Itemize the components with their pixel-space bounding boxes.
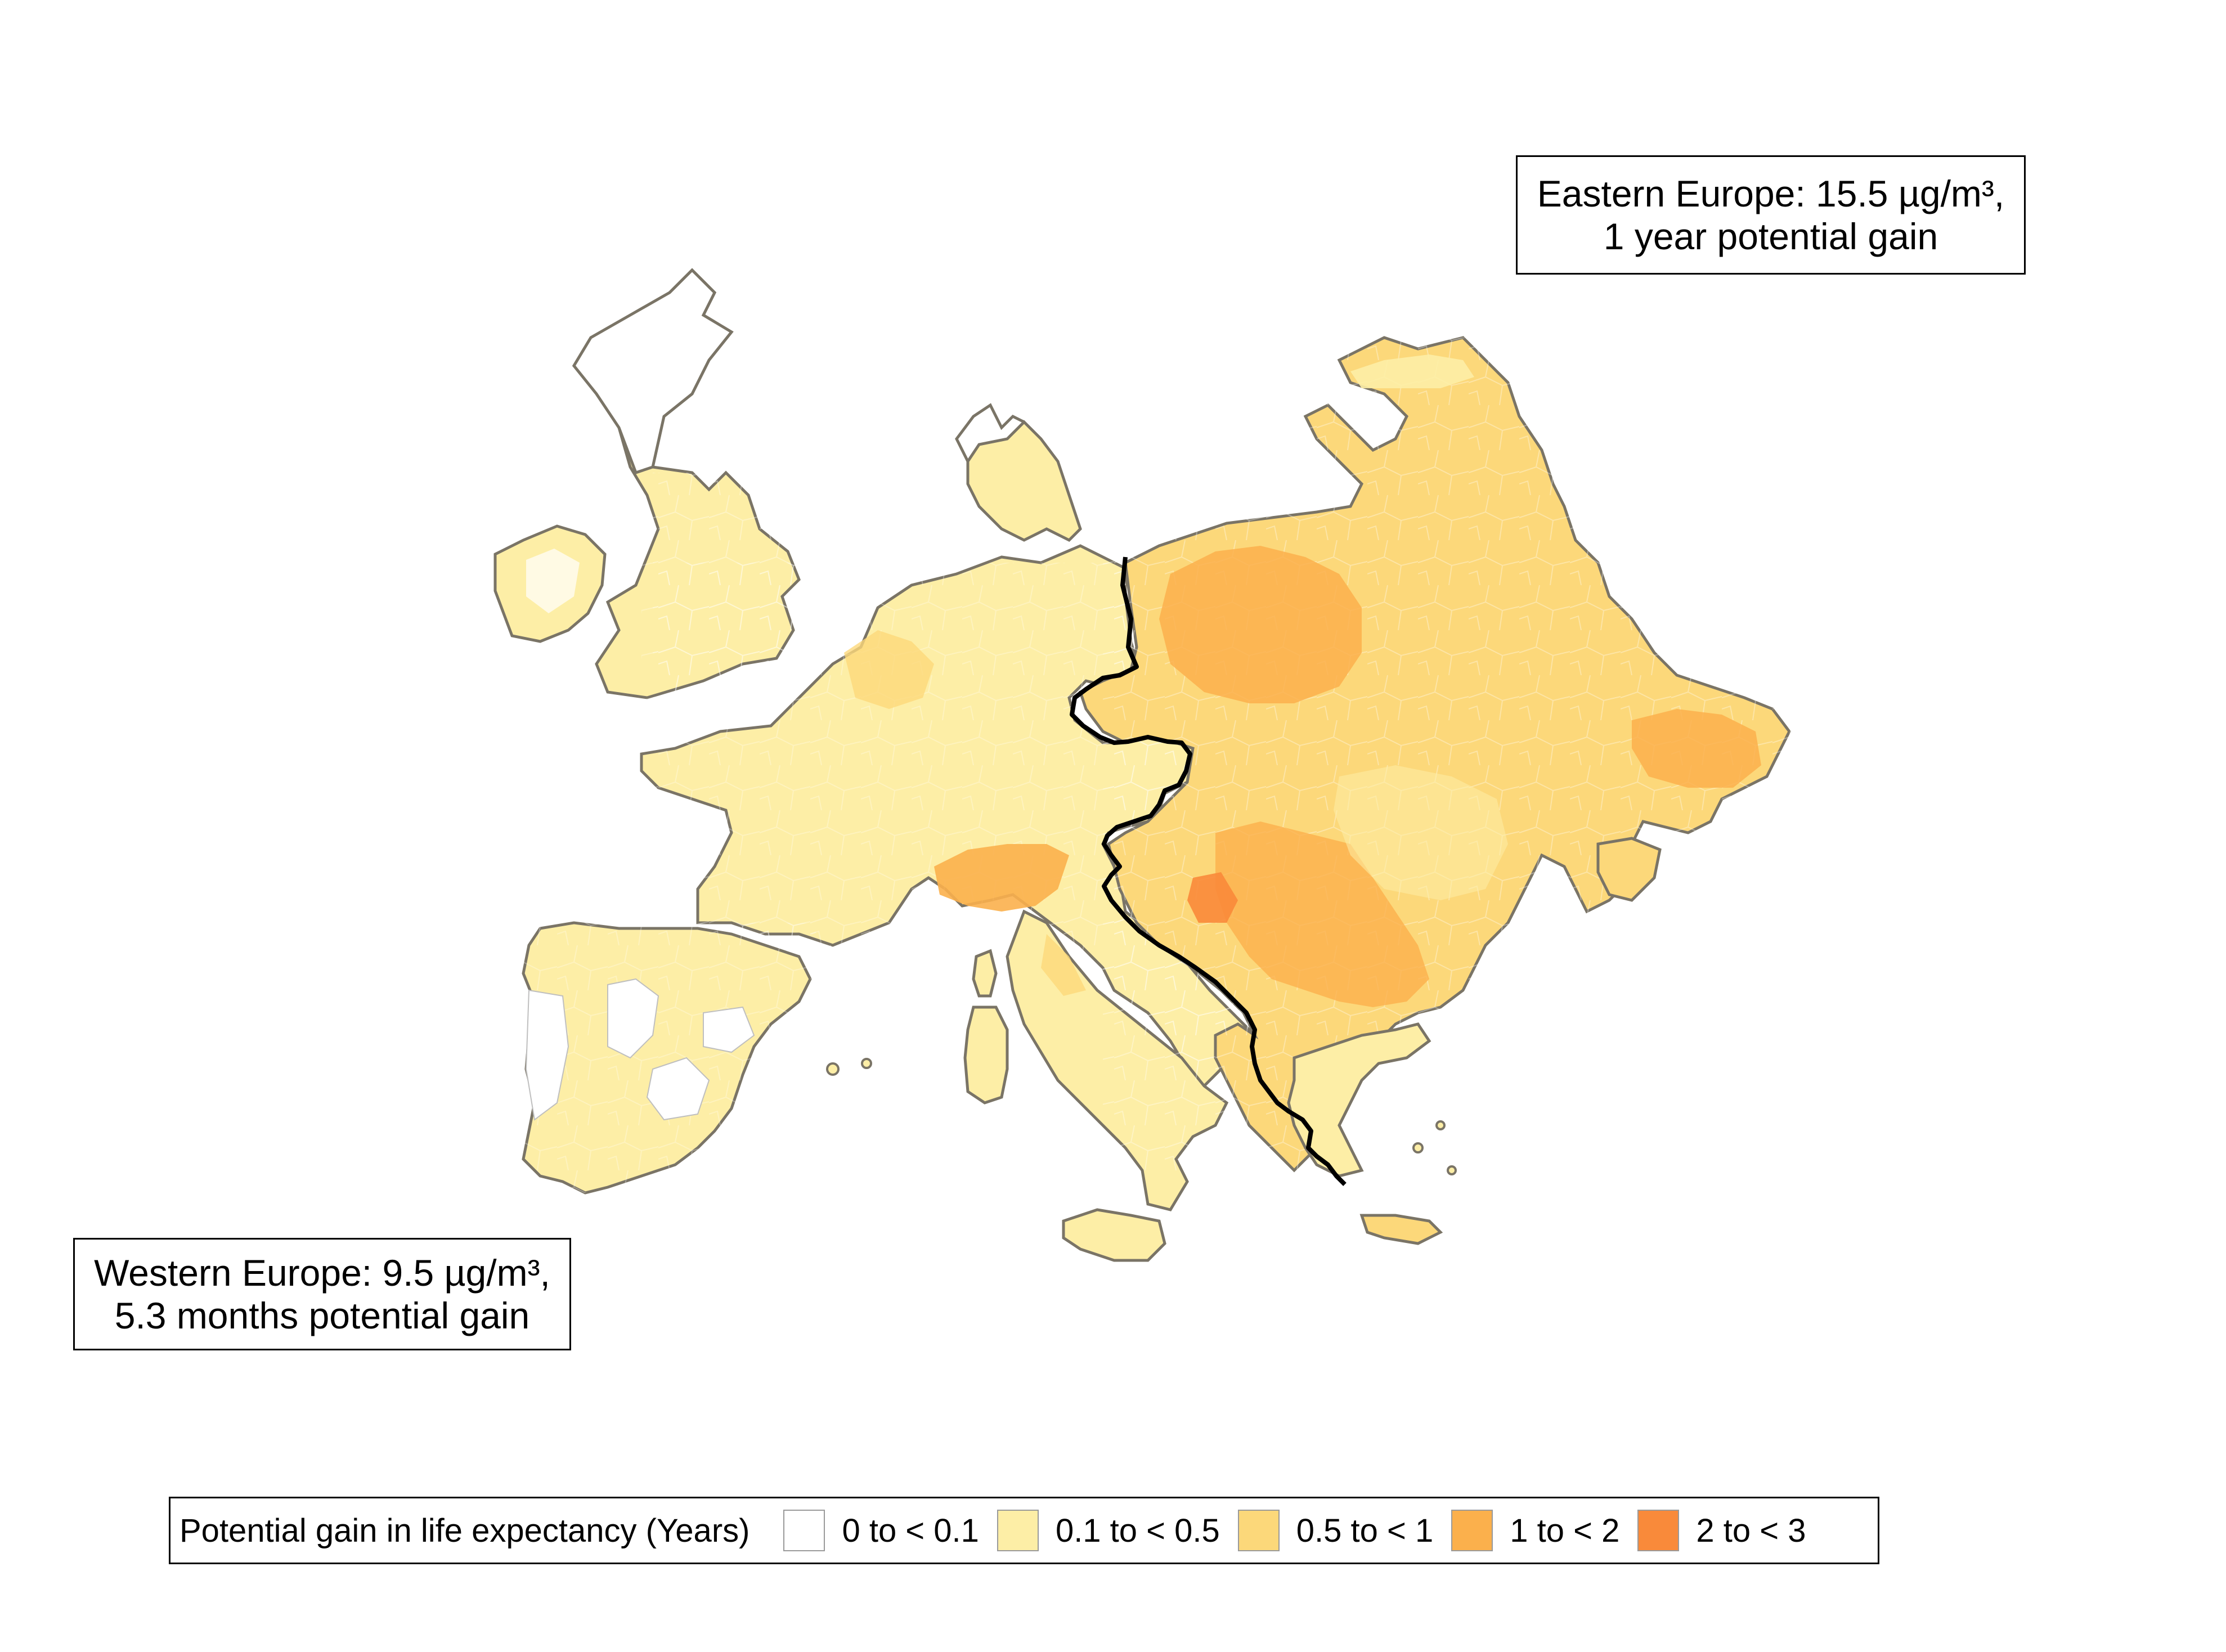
legend-label-0: 0 to < 0.1 [842,1512,979,1549]
iberia-region [522,921,816,1195]
legend-title: Potential gain in life expectancy (Years… [179,1512,750,1549]
legend-swatch-0 [783,1510,825,1551]
legend-swatch-1 [997,1510,1039,1551]
islands [826,1058,1457,1175]
legend-label-4: 2 to < 3 [1696,1512,1806,1549]
legend-item-3: 1 to < 2 [1451,1510,1619,1551]
legend-item-1: 0.1 to < 0.5 [997,1510,1220,1551]
legend-item-2: 0.5 to < 1 [1237,1510,1434,1551]
legend-label-3: 1 to < 2 [1510,1512,1620,1549]
greece-region [1287,1022,1443,1245]
western-europe-callout-line2: 5.3 months potential gain [114,1295,530,1336]
legend-swatch-2 [1237,1510,1280,1551]
western-europe-callout: Western Europe: 9.5 µg/m³, 5.3 months po… [73,1238,571,1350]
denmark-region [966,420,1082,542]
legend-label-1: 0.1 to < 0.5 [1055,1512,1220,1549]
legend: Potential gain in life expectancy (Years… [169,1497,1879,1564]
legend-item-0: 0 to < 0.1 [783,1510,979,1551]
legend-item-4: 2 to < 3 [1637,1510,1806,1551]
eastern-europe-callout-line2: 1 year potential gain [1603,216,1938,257]
east-west-divider [1070,556,1347,1186]
eastern-europe-callout-line1: Eastern Europe: 15.5 µg/m³, [1537,173,2005,214]
eastern-europe-callout: Eastern Europe: 15.5 µg/m³, 1 year poten… [1516,155,2026,275]
eastern-europe-region [1078,336,1801,1173]
legend-swatch-4 [1637,1510,1680,1551]
scandinavia-fragment [955,403,1025,463]
crimea-region [1596,837,1662,902]
legend-label-2: 0.5 to < 1 [1296,1512,1434,1549]
ireland-region [493,524,607,643]
western-europe-callout-line1: Western Europe: 9.5 µg/m³, [94,1252,550,1294]
legend-swatch-3 [1451,1510,1493,1551]
